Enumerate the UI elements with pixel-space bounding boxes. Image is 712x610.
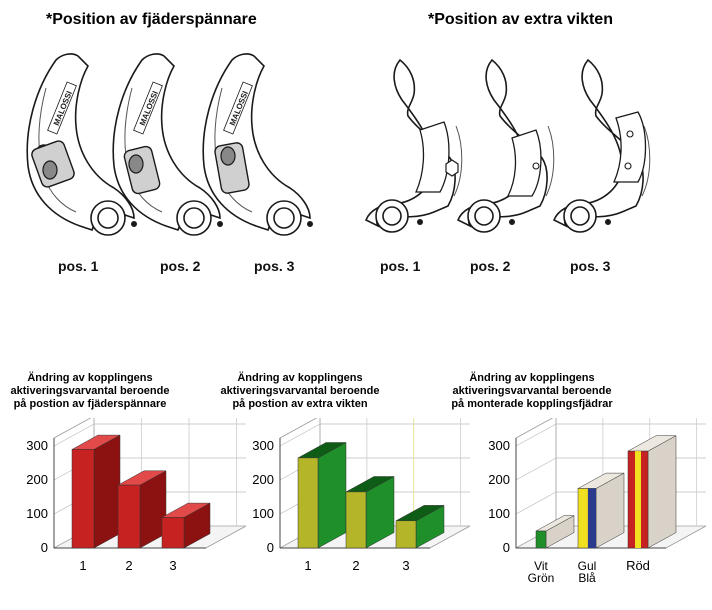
chart-y-tick-label: 300 [26, 438, 48, 453]
chart-extra-weight: 0 100 200 300 1 2 3 [252, 418, 471, 573]
chart-2-title-line: på postion av extra vikten [232, 398, 368, 410]
chart-bar [535, 515, 575, 549]
spring-shoe-pos-1: MALOSSI [26, 53, 138, 236]
chart-x-tick-label: 1 [79, 558, 86, 573]
chart-x-tick-label: 1 [304, 558, 311, 573]
chart-bar-front [535, 530, 547, 549]
chart-y-tick-label: 300 [252, 438, 274, 453]
chart-3-title-line: aktiveringsvarvantal beroende [452, 385, 612, 397]
chart-bar-front [395, 520, 417, 549]
weight-shoe-pos-1 [365, 59, 463, 233]
chart-gridline [515, 457, 557, 481]
clutch-shoe-diagrams: MALOSSI MALOSSI MALOSSI [26, 53, 651, 236]
chart-y-tick-label: 200 [252, 472, 274, 487]
chart-bar [395, 504, 445, 549]
chart-1-title-line: Ändring av kopplingens [27, 372, 153, 384]
chart-x-tick-label: 2 [352, 558, 359, 573]
weight-shoe-pos-3 [553, 59, 651, 233]
chart-2-title-line: aktiveringsvarvantal beroende [220, 385, 380, 397]
chart-bar-front [345, 491, 367, 549]
chart-1-title-line: på postion av fjäderspännare [13, 398, 167, 410]
chart-1-title-text: Ändring av kopplingens aktiveringsvarvant… [11, 372, 170, 411]
chart-y-tick-label: 0 [267, 540, 274, 555]
chart-bar-front [297, 457, 319, 549]
chart-2-title-line: Ändring av kopplingens [237, 372, 363, 384]
chart-x-tick-label: Vit [534, 559, 548, 573]
chart-gridline [515, 491, 557, 515]
chart-bar [577, 472, 625, 549]
chart-bar [297, 442, 347, 549]
chart-y-tick-label: 100 [252, 506, 274, 521]
chart-x-tick-label: 2 [125, 558, 132, 573]
chart-x-tick-label: Grön [528, 571, 555, 585]
spring-shoe-pos-3: MALOSSI [202, 53, 314, 236]
chart-bar [117, 470, 167, 549]
chart-x-tick-label: 3 [169, 558, 176, 573]
chart-bar [345, 476, 395, 549]
chart-3-title-line: Ändring av kopplingens [469, 372, 595, 384]
chart-y-tick-label: 300 [488, 438, 510, 453]
right-pos-label-3: pos. 3 [570, 258, 611, 274]
chart-bar-stripe [587, 488, 596, 548]
chart-x-tick-label: 3 [402, 558, 409, 573]
chart-bar [161, 502, 211, 549]
chart-gridline [53, 423, 95, 447]
chart-y-tick-label: 100 [488, 506, 510, 521]
chart-bar-side [93, 434, 121, 549]
chart-bar-front [71, 449, 95, 549]
chart-spring-tensioner: 0 100 200 300 1 2 3 [26, 418, 247, 573]
chart-bar-front [161, 517, 185, 549]
left-pos-label-1: pos. 1 [58, 258, 99, 274]
heading-spring-tensioner: *Position av fjäderspännare [46, 11, 257, 28]
chart-x-tick-label: Blå [578, 571, 596, 585]
chart-x-tick-label: Gul [578, 559, 597, 573]
chart-x-tick-label: Röd [626, 558, 650, 573]
chart-2-title: Ändring av kopplingens aktiveringsvarvant… [221, 372, 380, 411]
chart-3-title-line: på monterade kopplingsfjädrar [451, 398, 613, 410]
chart-bar-front [117, 484, 141, 549]
chart-gridline [515, 423, 557, 447]
chart-3-title-text: Ändring av kopplingens aktiveringsvarvant… [451, 372, 612, 411]
chart-bar-side [317, 442, 347, 549]
chart-bar [627, 435, 677, 549]
chart-y-tick-label: 200 [488, 472, 510, 487]
left-pos-label-2: pos. 2 [160, 258, 201, 274]
chart-bar-side [647, 435, 677, 549]
spring-shoe-pos-2: MALOSSI [112, 53, 224, 236]
chart-1-title: Ändring av kopplingens aktiveringsvarvant… [11, 372, 170, 411]
chart-3-title: Ändring av kopplingens aktiveringsvarvant… [451, 372, 612, 411]
chart-bar-stripe [635, 451, 641, 548]
chart-y-tick-label: 0 [41, 540, 48, 555]
chart-bar [71, 434, 121, 549]
weight-shoe-pos-2 [457, 59, 555, 233]
chart-y-tick-label: 0 [503, 540, 510, 555]
chart-y-tick-label: 100 [26, 506, 48, 521]
chart-1-title-line: aktiveringsvarvantal beroende [10, 385, 170, 397]
right-pos-label-1: pos. 1 [380, 258, 421, 274]
chart-2-title-text: Ändring av kopplingens aktiveringsvarvant… [221, 372, 380, 411]
chart-gridline [279, 423, 321, 447]
left-pos-label-3: pos. 3 [254, 258, 295, 274]
right-pos-label-2: pos. 2 [470, 258, 511, 274]
heading-extra-weight: *Position av extra vikten [428, 11, 613, 28]
chart-y-tick-label: 200 [26, 472, 48, 487]
